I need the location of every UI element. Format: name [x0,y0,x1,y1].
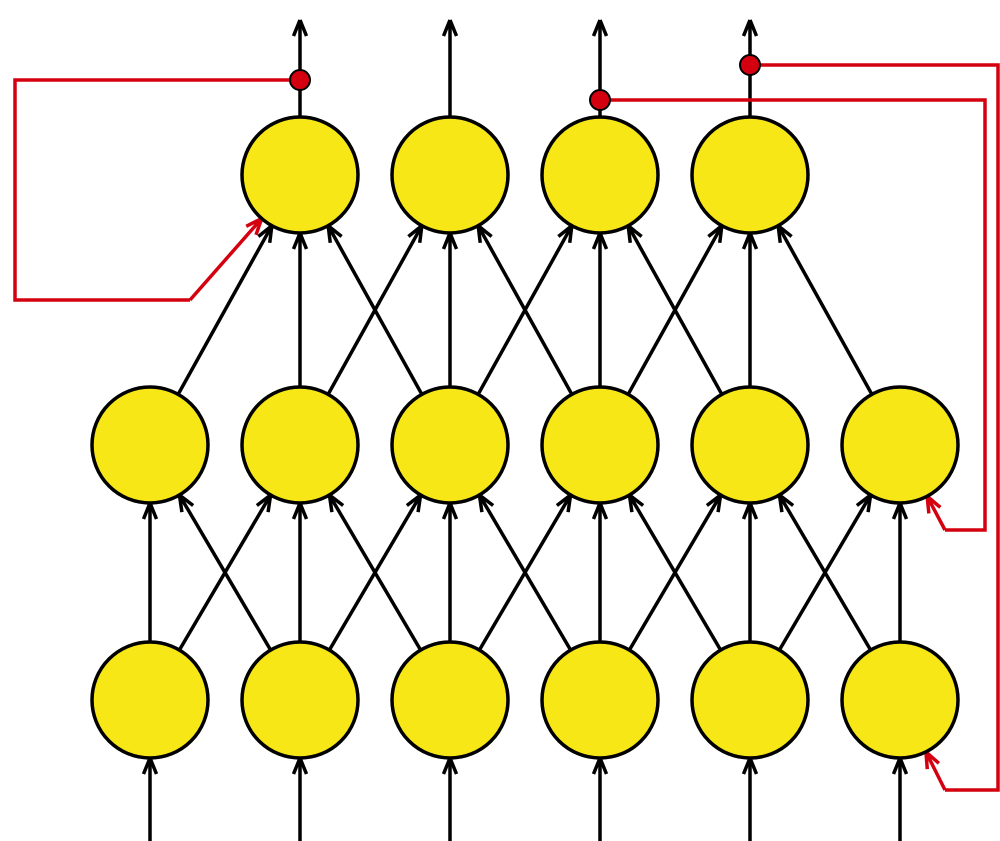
input-arrow-L0_4 [744,758,757,841]
neuron-L2_2 [542,117,658,233]
output-arrow-L2_0 [294,20,307,117]
edge-L1_0-L2_0 [178,226,272,395]
neuron-L0_0 [92,642,208,758]
edge-L0_2-L1_2 [444,503,457,642]
neuron-L1_0 [92,387,208,503]
neuron-L0_2 [392,642,508,758]
input-arrow-L0_0 [144,758,157,841]
edge-L1_5-L2_3 [778,226,872,395]
input-arrow-L0_3 [594,758,607,841]
edge-L1_3-L2_2 [594,233,607,387]
neuron-L1_1 [242,387,358,503]
input-arrow-L0_5 [894,758,907,841]
input-arrow-L0_1 [294,758,307,841]
edge-L0_4-L1_4 [744,503,757,642]
neuron-L1_2 [392,387,508,503]
neuron-L1_4 [692,387,808,503]
neuron-L0_4 [692,642,808,758]
feedback-arrow-1 [927,496,945,530]
edge-L0_0-L1_0 [144,503,157,642]
tap-point-D3 [740,55,760,75]
tap-point-D1 [290,70,310,90]
neuron-L1_5 [842,387,958,503]
neural-network-diagram [0,0,1000,841]
edge-L1_4-L2_3 [744,233,757,387]
input-arrow-L0_2 [444,758,457,841]
edge-L1_1-L2_0 [294,233,307,387]
tap-point-D2 [590,90,610,110]
edge-L1_2-L2_1 [444,233,457,387]
feedback-arrow-0 [190,219,262,300]
neuron-L2_3 [692,117,808,233]
neuron-L0_3 [542,642,658,758]
neuron-L2_1 [392,117,508,233]
neuron-L0_1 [242,642,358,758]
neuron-L2_0 [242,117,358,233]
edge-L0_5-L1_5 [894,503,907,642]
neuron-L0_5 [842,642,958,758]
feedback-arrow-2 [926,752,945,790]
neuron-L1_3 [542,387,658,503]
edge-L0_3-L1_3 [594,503,607,642]
output-arrow-L2_1 [444,20,457,117]
edge-L0_1-L1_1 [294,503,307,642]
